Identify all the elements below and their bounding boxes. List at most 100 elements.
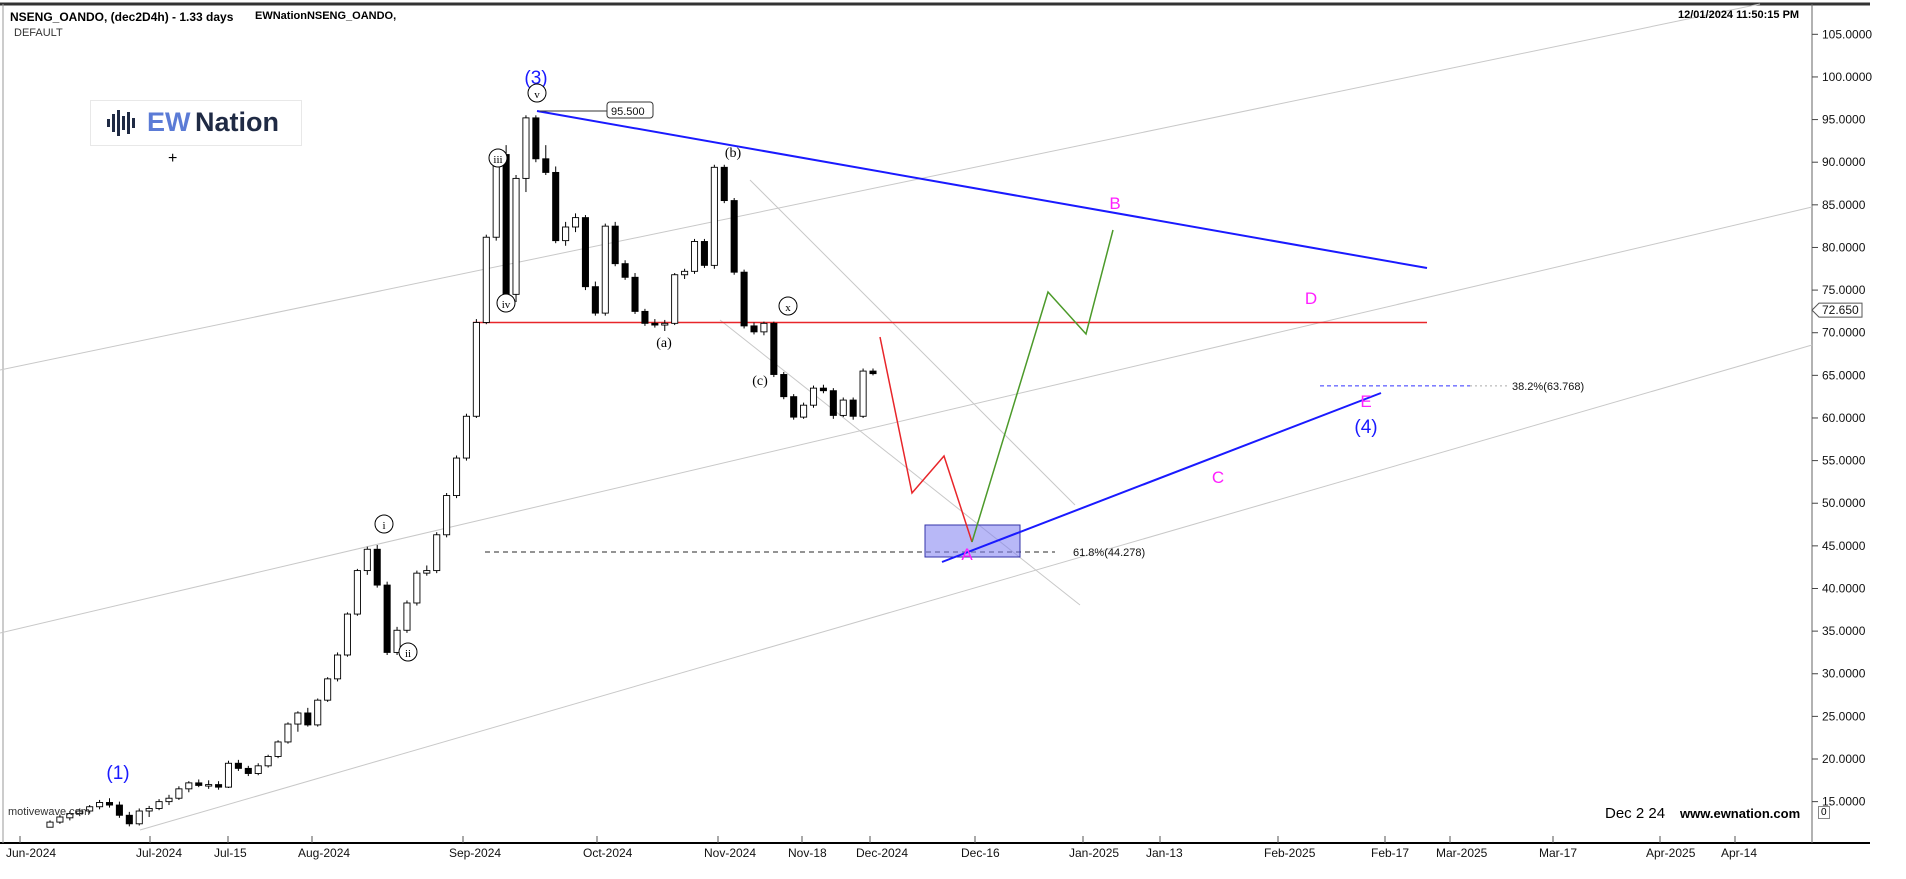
candle-body xyxy=(175,788,183,799)
candle-body xyxy=(522,117,530,179)
y-tick-label: 60.0000 xyxy=(1822,411,1866,425)
logo-text-nation: Nation xyxy=(195,107,279,137)
candle-body xyxy=(46,821,54,828)
y-tick-label: 55.0000 xyxy=(1822,454,1866,468)
y-tick-label: 15.0000 xyxy=(1822,795,1866,809)
y-tick-label: 70.0000 xyxy=(1822,326,1866,340)
wave-label: (a) xyxy=(656,336,672,351)
candle-body xyxy=(185,782,193,790)
x-tick-label: Jan-13 xyxy=(1146,846,1183,860)
candle-body xyxy=(770,322,778,375)
x-tick-label: Oct-2024 xyxy=(583,846,633,860)
candle-body xyxy=(343,613,351,656)
wave-label: i xyxy=(382,520,385,532)
candle-body xyxy=(730,200,738,273)
wave-label: D xyxy=(1305,289,1317,308)
candle-body xyxy=(403,602,411,631)
wave-label: C xyxy=(1212,468,1224,487)
candle-body xyxy=(790,396,798,418)
candle-body xyxy=(859,370,867,417)
x-tick-label: Aug-2024 xyxy=(298,846,350,860)
candle-body xyxy=(532,117,540,160)
candle-body xyxy=(264,755,272,767)
y-tick-label: 30.0000 xyxy=(1822,667,1866,681)
corner-value: 0 xyxy=(1818,806,1830,819)
candle-body xyxy=(849,399,857,417)
candle-body xyxy=(601,225,609,314)
y-tick-label: 50.0000 xyxy=(1822,496,1866,510)
candle-body xyxy=(552,171,560,242)
channel-line-1 xyxy=(0,3,1761,371)
wave-label: (1) xyxy=(106,763,129,784)
candle-body xyxy=(720,166,728,202)
candle-body xyxy=(572,217,580,228)
candle-body xyxy=(105,802,114,806)
x-tick-label: Jan-2025 xyxy=(1069,846,1119,860)
y-tick-label: 75.0000 xyxy=(1822,283,1866,297)
candle-body xyxy=(294,712,302,725)
candle-body xyxy=(155,801,163,809)
triangle-upper-trendline xyxy=(536,110,1428,269)
y-tick-label: 40.0000 xyxy=(1822,581,1866,595)
candle-body xyxy=(710,166,718,266)
channel-line-3 xyxy=(139,344,1813,831)
fib-382-label: 38.2%(63.768) xyxy=(1512,381,1584,393)
x-tick-label: Dec-16 xyxy=(961,846,1000,860)
x-tick-label: Mar-2025 xyxy=(1436,846,1488,860)
wave-label-circle xyxy=(496,293,516,313)
wave-label-circle xyxy=(778,296,798,316)
x-tick-label: Apr-2025 xyxy=(1646,846,1696,860)
x-tick-label: Mar-17 xyxy=(1539,846,1577,860)
candle-body xyxy=(581,217,589,288)
candle-body xyxy=(482,236,490,323)
wave-label: (3) xyxy=(524,68,547,89)
candle-body xyxy=(690,241,699,272)
x-tick-label: Feb-2025 xyxy=(1264,846,1316,860)
wave-label: A xyxy=(961,545,973,564)
wave-label: v xyxy=(534,89,540,101)
wave-label-circle xyxy=(374,514,394,534)
footer-date: Dec 2 24 xyxy=(1605,805,1666,822)
y-tick-label: 85.0000 xyxy=(1822,198,1866,212)
candle-body xyxy=(443,495,451,536)
candle-body xyxy=(383,584,391,653)
candle-body xyxy=(472,322,480,417)
wave-label-circle xyxy=(398,642,418,662)
y-tick-label: 90.0000 xyxy=(1822,155,1866,169)
candle-body xyxy=(373,548,381,586)
candle-body xyxy=(453,457,461,497)
candle-body xyxy=(254,765,262,774)
candle-body xyxy=(750,325,758,333)
x-tick-label: Apr-14 xyxy=(1721,846,1757,860)
crosshair-cursor-icon: + xyxy=(168,150,178,167)
candle-body xyxy=(780,374,788,398)
candle-body xyxy=(334,654,342,680)
candle-body xyxy=(215,784,223,788)
candle-body xyxy=(740,271,748,327)
candle-body xyxy=(671,274,679,324)
candle-body xyxy=(502,154,510,295)
candle-body xyxy=(700,241,708,266)
y-tick-label: 100.0000 xyxy=(1822,70,1872,84)
candle-body xyxy=(274,741,282,757)
candle-body xyxy=(760,322,768,333)
high-tag-label: 95.500 xyxy=(611,106,645,118)
wave-label: E xyxy=(1360,392,1371,411)
candle-body xyxy=(591,286,599,314)
candle-body xyxy=(393,629,401,653)
candle-body xyxy=(96,802,104,808)
candle-body xyxy=(145,808,153,812)
candle-body xyxy=(423,570,431,574)
candle-body xyxy=(165,797,173,803)
candle-body xyxy=(115,804,123,816)
candle-body xyxy=(56,816,64,823)
symbol-title: NSENG_OANDO, (dec2D4h) - 1.33 days xyxy=(10,10,234,24)
projected-path-red xyxy=(879,336,973,543)
candle-body xyxy=(462,415,470,459)
footer-site: www.ewnation.com xyxy=(1680,806,1801,821)
logo-waveform-icon xyxy=(107,110,135,136)
candle-body xyxy=(224,762,233,788)
ew-nation-logo: EW Nation xyxy=(90,100,302,146)
